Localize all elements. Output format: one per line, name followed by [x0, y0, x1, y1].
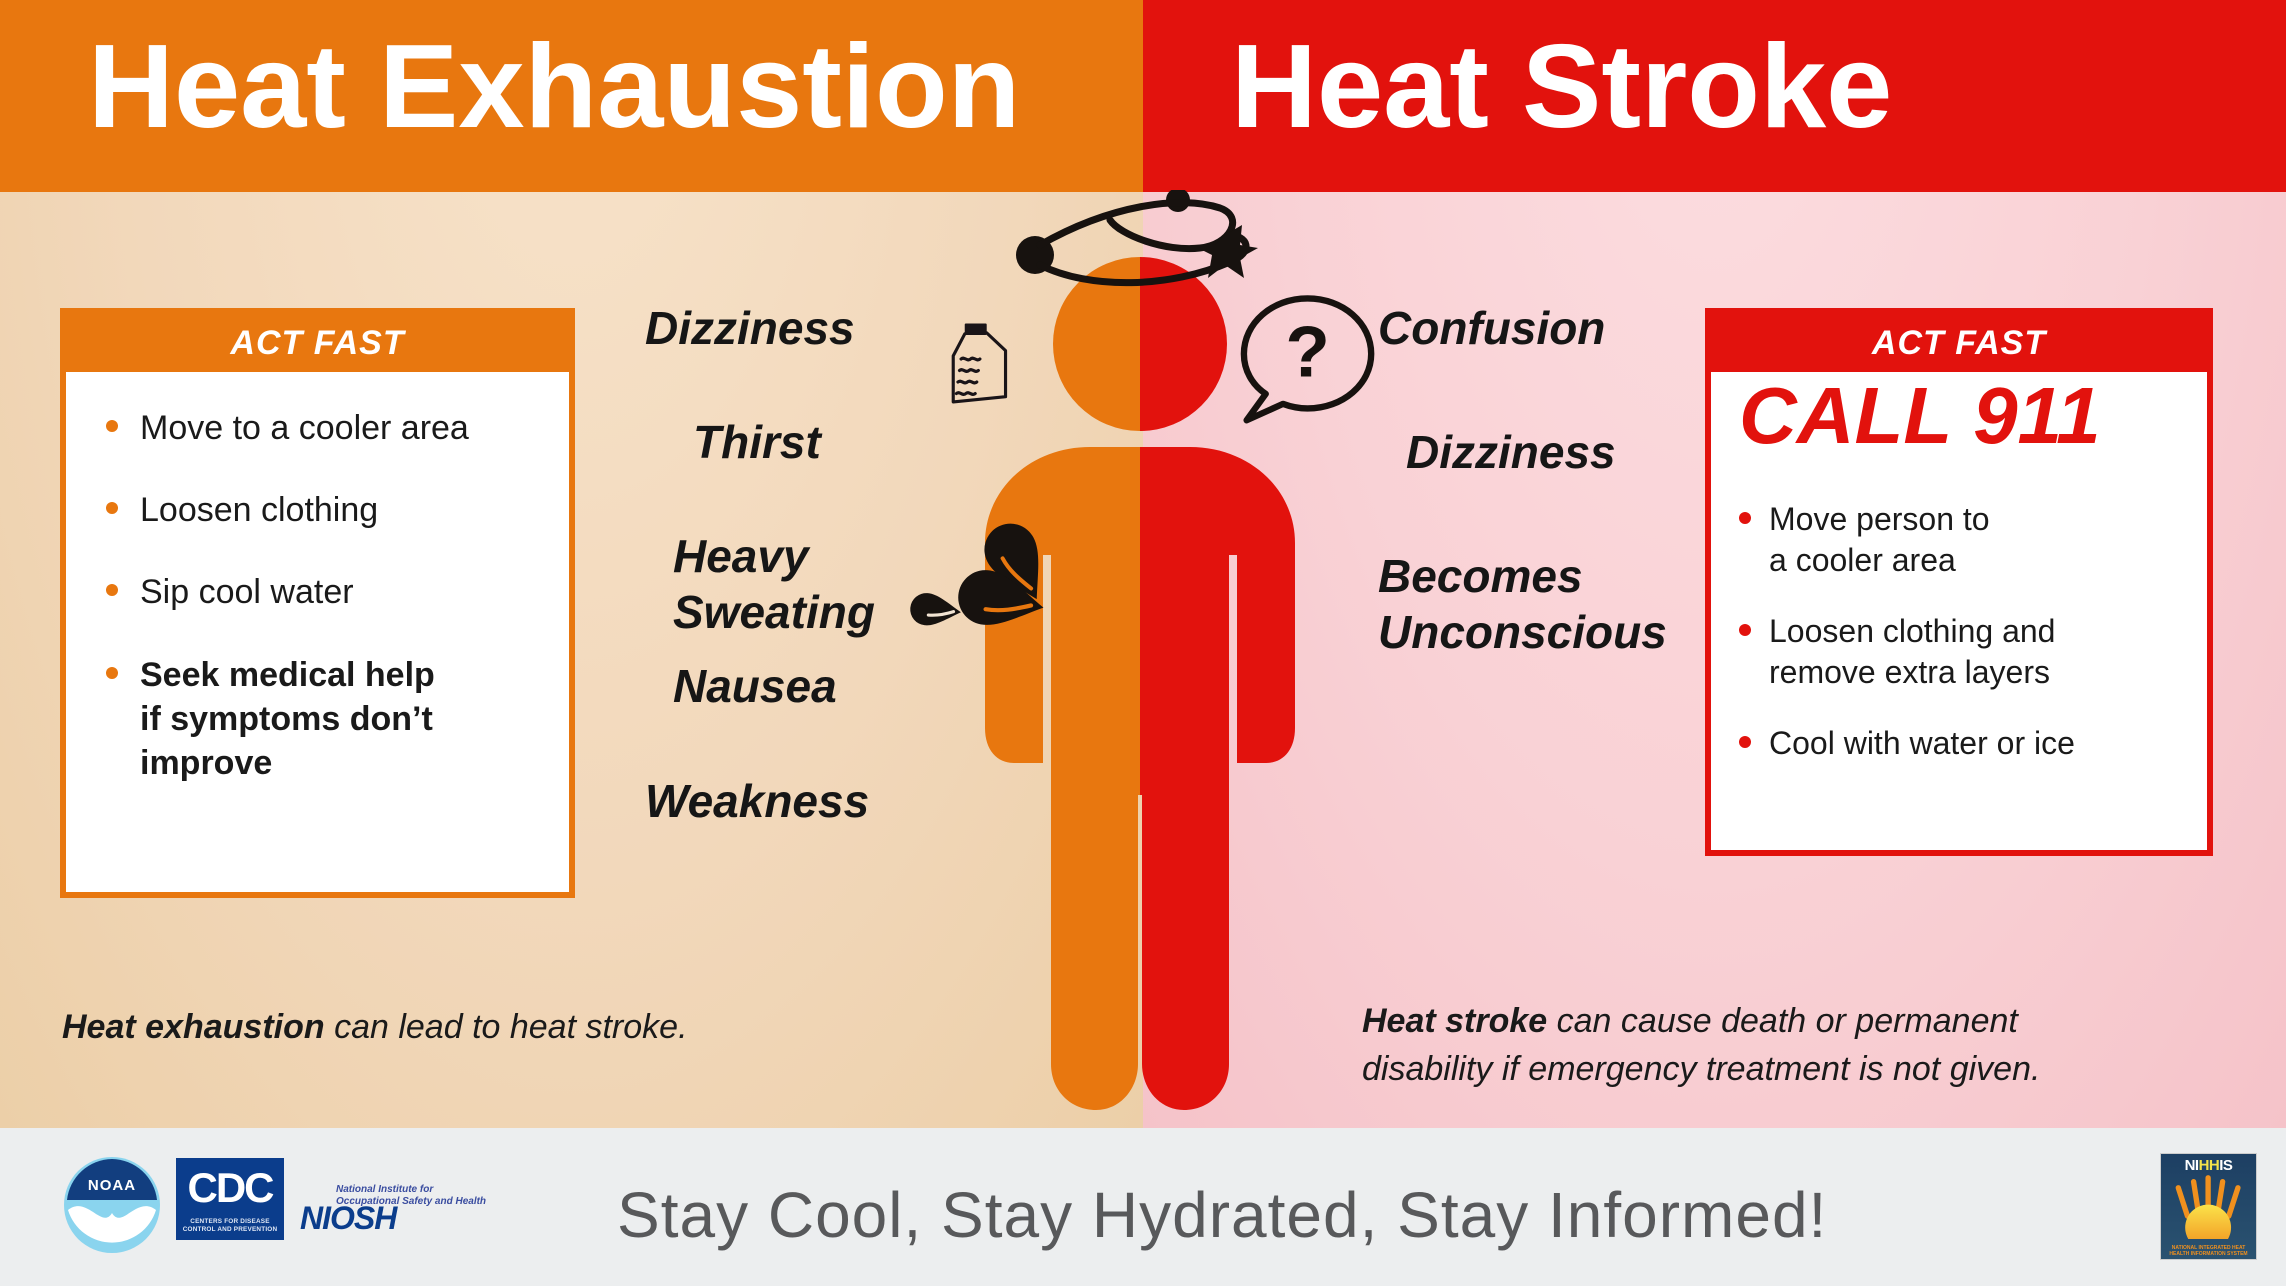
svg-text:?: ? [1285, 312, 1329, 393]
svg-text:NOAA: NOAA [88, 1177, 136, 1194]
